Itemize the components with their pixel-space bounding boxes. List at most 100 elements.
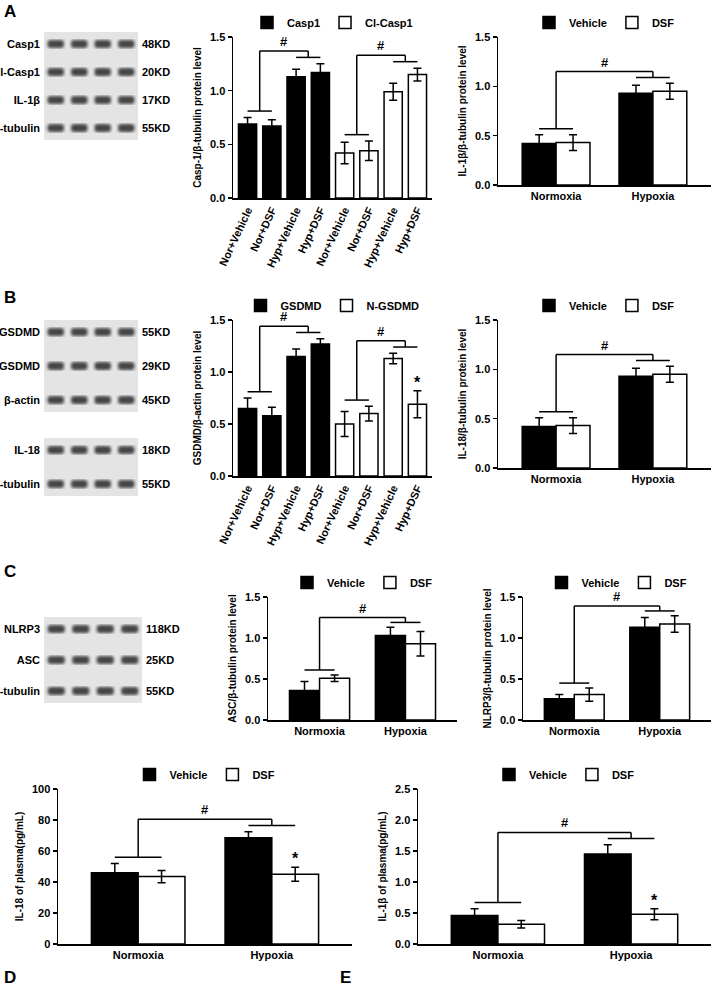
svg-text:20: 20 bbox=[38, 907, 50, 919]
svg-text:55KD: 55KD bbox=[142, 122, 170, 134]
svg-text:Nor+DSF: Nor+DSF bbox=[345, 205, 376, 253]
svg-text:0.5: 0.5 bbox=[475, 130, 490, 142]
svg-text:1.0: 1.0 bbox=[475, 363, 490, 375]
svg-text:β-tubulin: β-tubulin bbox=[0, 478, 40, 490]
svg-text:DSF: DSF bbox=[252, 769, 274, 781]
svg-text:45KD: 45KD bbox=[142, 394, 170, 406]
svg-text:Cl-Casp1: Cl-Casp1 bbox=[0, 66, 40, 78]
svg-text:#: # bbox=[280, 309, 288, 324]
svg-text:0.0: 0.0 bbox=[210, 470, 225, 482]
svg-text:DSF: DSF bbox=[664, 577, 686, 589]
svg-text:1.5: 1.5 bbox=[245, 591, 260, 603]
svg-text:Hypoxia: Hypoxia bbox=[638, 725, 682, 737]
svg-text:0.5: 0.5 bbox=[475, 413, 490, 425]
svg-text:0: 0 bbox=[44, 938, 50, 950]
svg-text:1.5: 1.5 bbox=[395, 845, 410, 857]
svg-text:0.5: 0.5 bbox=[210, 418, 225, 430]
svg-text:β-actin: β-actin bbox=[4, 394, 40, 406]
svg-text:*: * bbox=[414, 374, 421, 391]
svg-text:Normoxia: Normoxia bbox=[531, 190, 583, 202]
svg-text:20KD: 20KD bbox=[142, 66, 170, 78]
svg-text:Hyp+Vehicle: Hyp+Vehicle bbox=[362, 483, 400, 547]
svg-text:#: # bbox=[377, 38, 385, 53]
svg-text:1.5: 1.5 bbox=[500, 591, 515, 603]
svg-text:0.5: 0.5 bbox=[395, 907, 410, 919]
svg-text:2.0: 2.0 bbox=[395, 814, 410, 826]
svg-text:#: # bbox=[359, 601, 367, 616]
svg-text:#: # bbox=[613, 589, 621, 604]
svg-text:0.0: 0.0 bbox=[475, 179, 490, 191]
svg-text:#: # bbox=[201, 802, 209, 817]
svg-text:0.0: 0.0 bbox=[245, 714, 260, 726]
svg-text:N-GSDMD: N-GSDMD bbox=[367, 300, 420, 312]
svg-text:Hyp+DSF: Hyp+DSF bbox=[393, 205, 425, 255]
svg-text:Hyp+Vehicle: Hyp+Vehicle bbox=[264, 483, 302, 547]
svg-text:Nor+Vehicle: Nor+Vehicle bbox=[217, 483, 255, 545]
svg-text:0.5: 0.5 bbox=[210, 138, 225, 150]
svg-text:0.5: 0.5 bbox=[500, 673, 515, 685]
svg-text:Vehicle: Vehicle bbox=[569, 300, 607, 312]
svg-text:Normoxia: Normoxia bbox=[473, 949, 525, 961]
svg-text:1.5: 1.5 bbox=[475, 31, 490, 43]
svg-text:1.0: 1.0 bbox=[210, 85, 225, 97]
svg-text:IL-1β/β-tubulin protein level: IL-1β/β-tubulin protein level bbox=[457, 45, 468, 176]
svg-text:DSF: DSF bbox=[410, 577, 432, 589]
svg-text:25KD: 25KD bbox=[146, 654, 174, 666]
svg-text:Casp1: Casp1 bbox=[7, 38, 40, 50]
svg-text:IL-1β: IL-1β bbox=[14, 94, 41, 106]
svg-text:*: * bbox=[292, 850, 299, 867]
svg-text:Normoxia: Normoxia bbox=[294, 725, 346, 737]
svg-text:Hypoxia: Hypoxia bbox=[250, 949, 294, 961]
svg-text:1.5: 1.5 bbox=[475, 314, 490, 326]
svg-text:0.5: 0.5 bbox=[245, 673, 260, 685]
svg-text:0.0: 0.0 bbox=[395, 938, 410, 950]
svg-text:0.0: 0.0 bbox=[500, 714, 515, 726]
svg-text:*: * bbox=[651, 892, 658, 909]
svg-text:β-tubulin: β-tubulin bbox=[0, 122, 40, 134]
svg-text:0.0: 0.0 bbox=[210, 192, 225, 204]
svg-text:60: 60 bbox=[38, 845, 50, 857]
svg-text:Nor+DSF: Nor+DSF bbox=[248, 205, 279, 253]
svg-text:1.5: 1.5 bbox=[210, 31, 225, 43]
svg-text:Vehicle: Vehicle bbox=[170, 769, 208, 781]
svg-text:Casp1: Casp1 bbox=[287, 17, 320, 29]
svg-text:100: 100 bbox=[32, 783, 50, 795]
svg-text:1.0: 1.0 bbox=[475, 80, 490, 92]
svg-text:118KD: 118KD bbox=[146, 623, 180, 635]
svg-text:Hypoxia: Hypoxia bbox=[384, 725, 428, 737]
svg-text:Normoxia: Normoxia bbox=[113, 949, 165, 961]
svg-text:80: 80 bbox=[38, 814, 50, 826]
svg-text:GSDMD/β-actin protein level: GSDMD/β-actin protein level bbox=[192, 331, 203, 466]
svg-text:#: # bbox=[601, 338, 609, 353]
svg-text:55KD: 55KD bbox=[146, 685, 174, 697]
svg-text:Nor+Vehicle: Nor+Vehicle bbox=[314, 483, 352, 545]
svg-text:#: # bbox=[280, 34, 288, 49]
svg-text:Vehicle: Vehicle bbox=[582, 577, 620, 589]
svg-text:#: # bbox=[561, 815, 569, 830]
svg-text:Hypoxia: Hypoxia bbox=[610, 949, 654, 961]
svg-text:Vehicle: Vehicle bbox=[569, 17, 607, 29]
svg-text:1.0: 1.0 bbox=[245, 632, 260, 644]
svg-text:IL-18 of plasma(pg/mL): IL-18 of plasma(pg/mL) bbox=[14, 812, 25, 921]
svg-text:Nor+DSF: Nor+DSF bbox=[345, 483, 376, 531]
svg-text:IL-1β of plasma(pg/mL): IL-1β of plasma(pg/mL) bbox=[377, 812, 388, 922]
svg-text:Vehicle: Vehicle bbox=[529, 769, 567, 781]
svg-text:0.0: 0.0 bbox=[475, 462, 490, 474]
svg-text:Hyp+DSF: Hyp+DSF bbox=[295, 483, 327, 533]
svg-text:Cl-Casp1: Cl-Casp1 bbox=[365, 17, 413, 29]
svg-text:DSF: DSF bbox=[652, 300, 674, 312]
svg-text:Hyp+Vehicle: Hyp+Vehicle bbox=[264, 205, 302, 269]
svg-text:Nor+Vehicle: Nor+Vehicle bbox=[314, 205, 352, 267]
svg-text:1.0: 1.0 bbox=[395, 876, 410, 888]
svg-text:N-GSDMD: N-GSDMD bbox=[0, 360, 40, 372]
svg-text:NLRP3/β-tubulin protein level: NLRP3/β-tubulin protein level bbox=[482, 588, 493, 728]
svg-text:DSF: DSF bbox=[612, 769, 634, 781]
svg-text:IL-18/β-tubulin protein level: IL-18/β-tubulin protein level bbox=[457, 329, 468, 460]
svg-text:1.5: 1.5 bbox=[210, 314, 225, 326]
svg-text:Casp-1/β-tubulin protein level: Casp-1/β-tubulin protein level bbox=[192, 47, 203, 188]
svg-text:55KD: 55KD bbox=[142, 478, 170, 490]
svg-text:ASC/β-tubulin protein level: ASC/β-tubulin protein level bbox=[227, 594, 238, 723]
svg-text:17KD: 17KD bbox=[142, 94, 170, 106]
svg-text:DSF: DSF bbox=[652, 17, 674, 29]
svg-text:Hyp+Vehicle: Hyp+Vehicle bbox=[362, 205, 400, 269]
